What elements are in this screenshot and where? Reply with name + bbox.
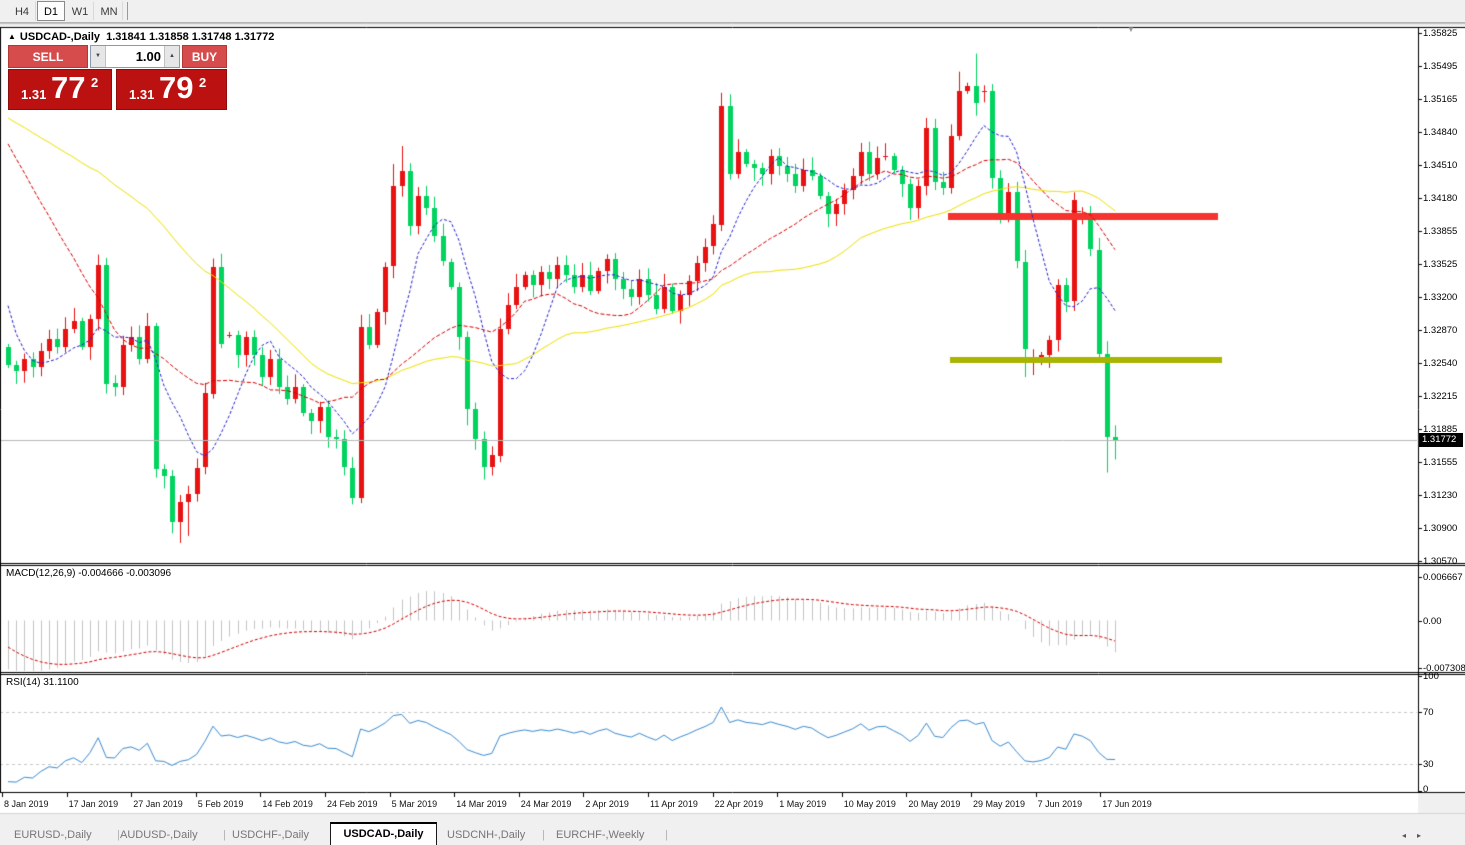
tab-usdcnh[interactable]: USDCNH-,Daily	[447, 829, 526, 841]
chart-shift-icon[interactable]: ▼	[1127, 25, 1135, 34]
price-axis-label: 1.32540	[1423, 358, 1458, 370]
volume-increase-icon[interactable]: ▲	[164, 46, 179, 67]
macd-value-signal: -0.003096	[126, 568, 172, 579]
timeframe-button-d1[interactable]: D1	[37, 1, 65, 21]
ohlc-values: 1.31841 1.31858 1.31748 1.31772	[106, 31, 275, 43]
date-axis-label: 17 Jun 2019	[1102, 799, 1152, 809]
date-axis-label: 5 Mar 2019	[391, 799, 438, 809]
buy-button[interactable]: BUY	[182, 45, 227, 68]
price-axis-label: 1.34840	[1423, 126, 1458, 138]
macd-info-line: MACD(12,26,9) -0.004666 -0.003096	[6, 568, 171, 579]
price-axis-label: 1.31885	[1423, 423, 1458, 435]
macd-value-main: -0.004666	[78, 568, 124, 579]
timeframe-button-h4[interactable]: H4	[8, 1, 36, 21]
date-axis-label: 8 Jan 2019	[4, 799, 49, 809]
symbol-tab-bar: EURUSD-,Daily | AUDUSD-,Daily | USDCHF-,Dail…	[0, 822, 1465, 845]
one-click-trade-panel: SELL ▼ ▲ BUY 1.31 77 2 1.31 79 2	[8, 45, 227, 110]
sell-button[interactable]: SELL	[8, 45, 88, 68]
date-axis-label: 22 Apr 2019	[714, 799, 764, 809]
sell-price-sup: 2	[91, 75, 99, 90]
date-axis-label: 11 Apr 2019	[650, 799, 698, 809]
volume-input[interactable]	[107, 46, 164, 67]
price-axis-label: 1.35495	[1423, 61, 1458, 73]
rsi-value: 31.1100	[43, 677, 79, 688]
price-axis-label: 1.35825	[1423, 28, 1458, 39]
chart-icon: ▲	[8, 32, 16, 41]
current-price-tag: 1.31772	[1419, 433, 1463, 448]
date-axis-label: 7 Jun 2019	[1037, 799, 1083, 809]
symbol-label: USDCAD-,Daily	[19, 31, 100, 43]
date-axis-label: 24 Feb 2019	[327, 799, 378, 809]
date-axis-label: 27 Jan 2019	[133, 799, 183, 809]
sell-price-button[interactable]: 1.31 77 2	[8, 69, 112, 110]
chart-title: ▲ USDCAD-,Daily 1.31841 1.31858 1.31748 1…	[8, 31, 274, 43]
date-axis-label: 17 Jan 2019	[68, 799, 119, 809]
sell-price-prefix: 1.31	[21, 87, 47, 102]
price-axis-label: 1.32215	[1423, 390, 1458, 402]
tab-separator: |	[542, 829, 545, 841]
price-axis-label: 1.35165	[1423, 94, 1458, 106]
price-axis-label: 1.30900	[1423, 522, 1458, 534]
rsi-axis-label: 100	[1423, 671, 1439, 682]
date-axis-label: 29 May 2019	[973, 799, 1026, 809]
rsi-axis-label: 30	[1423, 758, 1434, 770]
tab-scroll-left-icon[interactable]: ◂	[1402, 831, 1407, 840]
macd-title: MACD(12,26,9)	[6, 568, 76, 579]
price-axis-label: 1.34180	[1423, 193, 1458, 205]
date-axis-label: 1 May 2019	[779, 799, 827, 809]
tab-separator: |	[665, 829, 668, 841]
timeframe-button-mn[interactable]: MN	[95, 1, 123, 21]
macd-axis-label: -0.007308	[1423, 663, 1465, 675]
tab-usdchf[interactable]: USDCHF-,Daily	[232, 829, 309, 841]
timeframe-button-w1[interactable]: W1	[66, 1, 94, 21]
date-axis-label: 5 Feb 2019	[197, 799, 244, 809]
date-axis-label: 14 Mar 2019	[456, 799, 507, 809]
price-axis-label: 1.31555	[1423, 457, 1458, 468]
date-axis-label: 10 May 2019	[843, 799, 896, 809]
buy-price-sup: 2	[199, 75, 207, 90]
volume-stepper: ▼ ▲	[90, 45, 180, 68]
tab-scroll-right-icon[interactable]: ▸	[1417, 831, 1422, 840]
tab-usdcad[interactable]: USDCAD-,Daily	[330, 822, 437, 845]
macd-axis-label: 0.006667	[1423, 572, 1463, 583]
timeframe-toolbar: H4 D1 W1 MN	[0, 0, 1465, 23]
toolbar-divider	[127, 2, 128, 20]
price-axis-label: 1.34510	[1423, 160, 1458, 172]
rsi-axis-label: 0	[1423, 784, 1429, 795]
price-axis-label: 1.32870	[1423, 324, 1458, 336]
date-axis-label: 14 Feb 2019	[262, 799, 313, 809]
rsi-title: RSI(14)	[6, 677, 41, 688]
buy-price-prefix: 1.31	[129, 87, 155, 102]
tab-separator: |	[223, 829, 226, 841]
price-axis-label: 1.33855	[1423, 225, 1458, 237]
buy-price-button[interactable]: 1.31 79 2	[116, 69, 227, 110]
date-axis-label: 24 Mar 2019	[520, 799, 572, 809]
price-axis-label: 1.30570	[1423, 555, 1458, 567]
sell-price-main: 77	[51, 70, 86, 105]
rsi-axis-label: 70	[1423, 707, 1434, 718]
macd-axis-label: 0.00	[1423, 615, 1442, 627]
price-axis-label: 1.31230	[1423, 489, 1458, 501]
tab-separator: |	[117, 829, 120, 841]
tab-audusd[interactable]: AUDUSD-,Daily	[120, 829, 198, 841]
volume-decrease-icon[interactable]: ▼	[91, 46, 106, 67]
date-axis-label: 20 May 2019	[908, 799, 961, 809]
tab-eurchf[interactable]: EURCHF-,Weekly	[556, 829, 645, 841]
price-axis-label: 1.33525	[1423, 259, 1458, 271]
price-axis-label: 1.33200	[1423, 291, 1458, 303]
date-axis-label: 2 Apr 2019	[585, 799, 629, 809]
tab-eurusd[interactable]: EURUSD-,Daily	[14, 829, 92, 841]
buy-price-main: 79	[159, 70, 194, 105]
rsi-info-line: RSI(14) 31.1100	[6, 677, 79, 688]
